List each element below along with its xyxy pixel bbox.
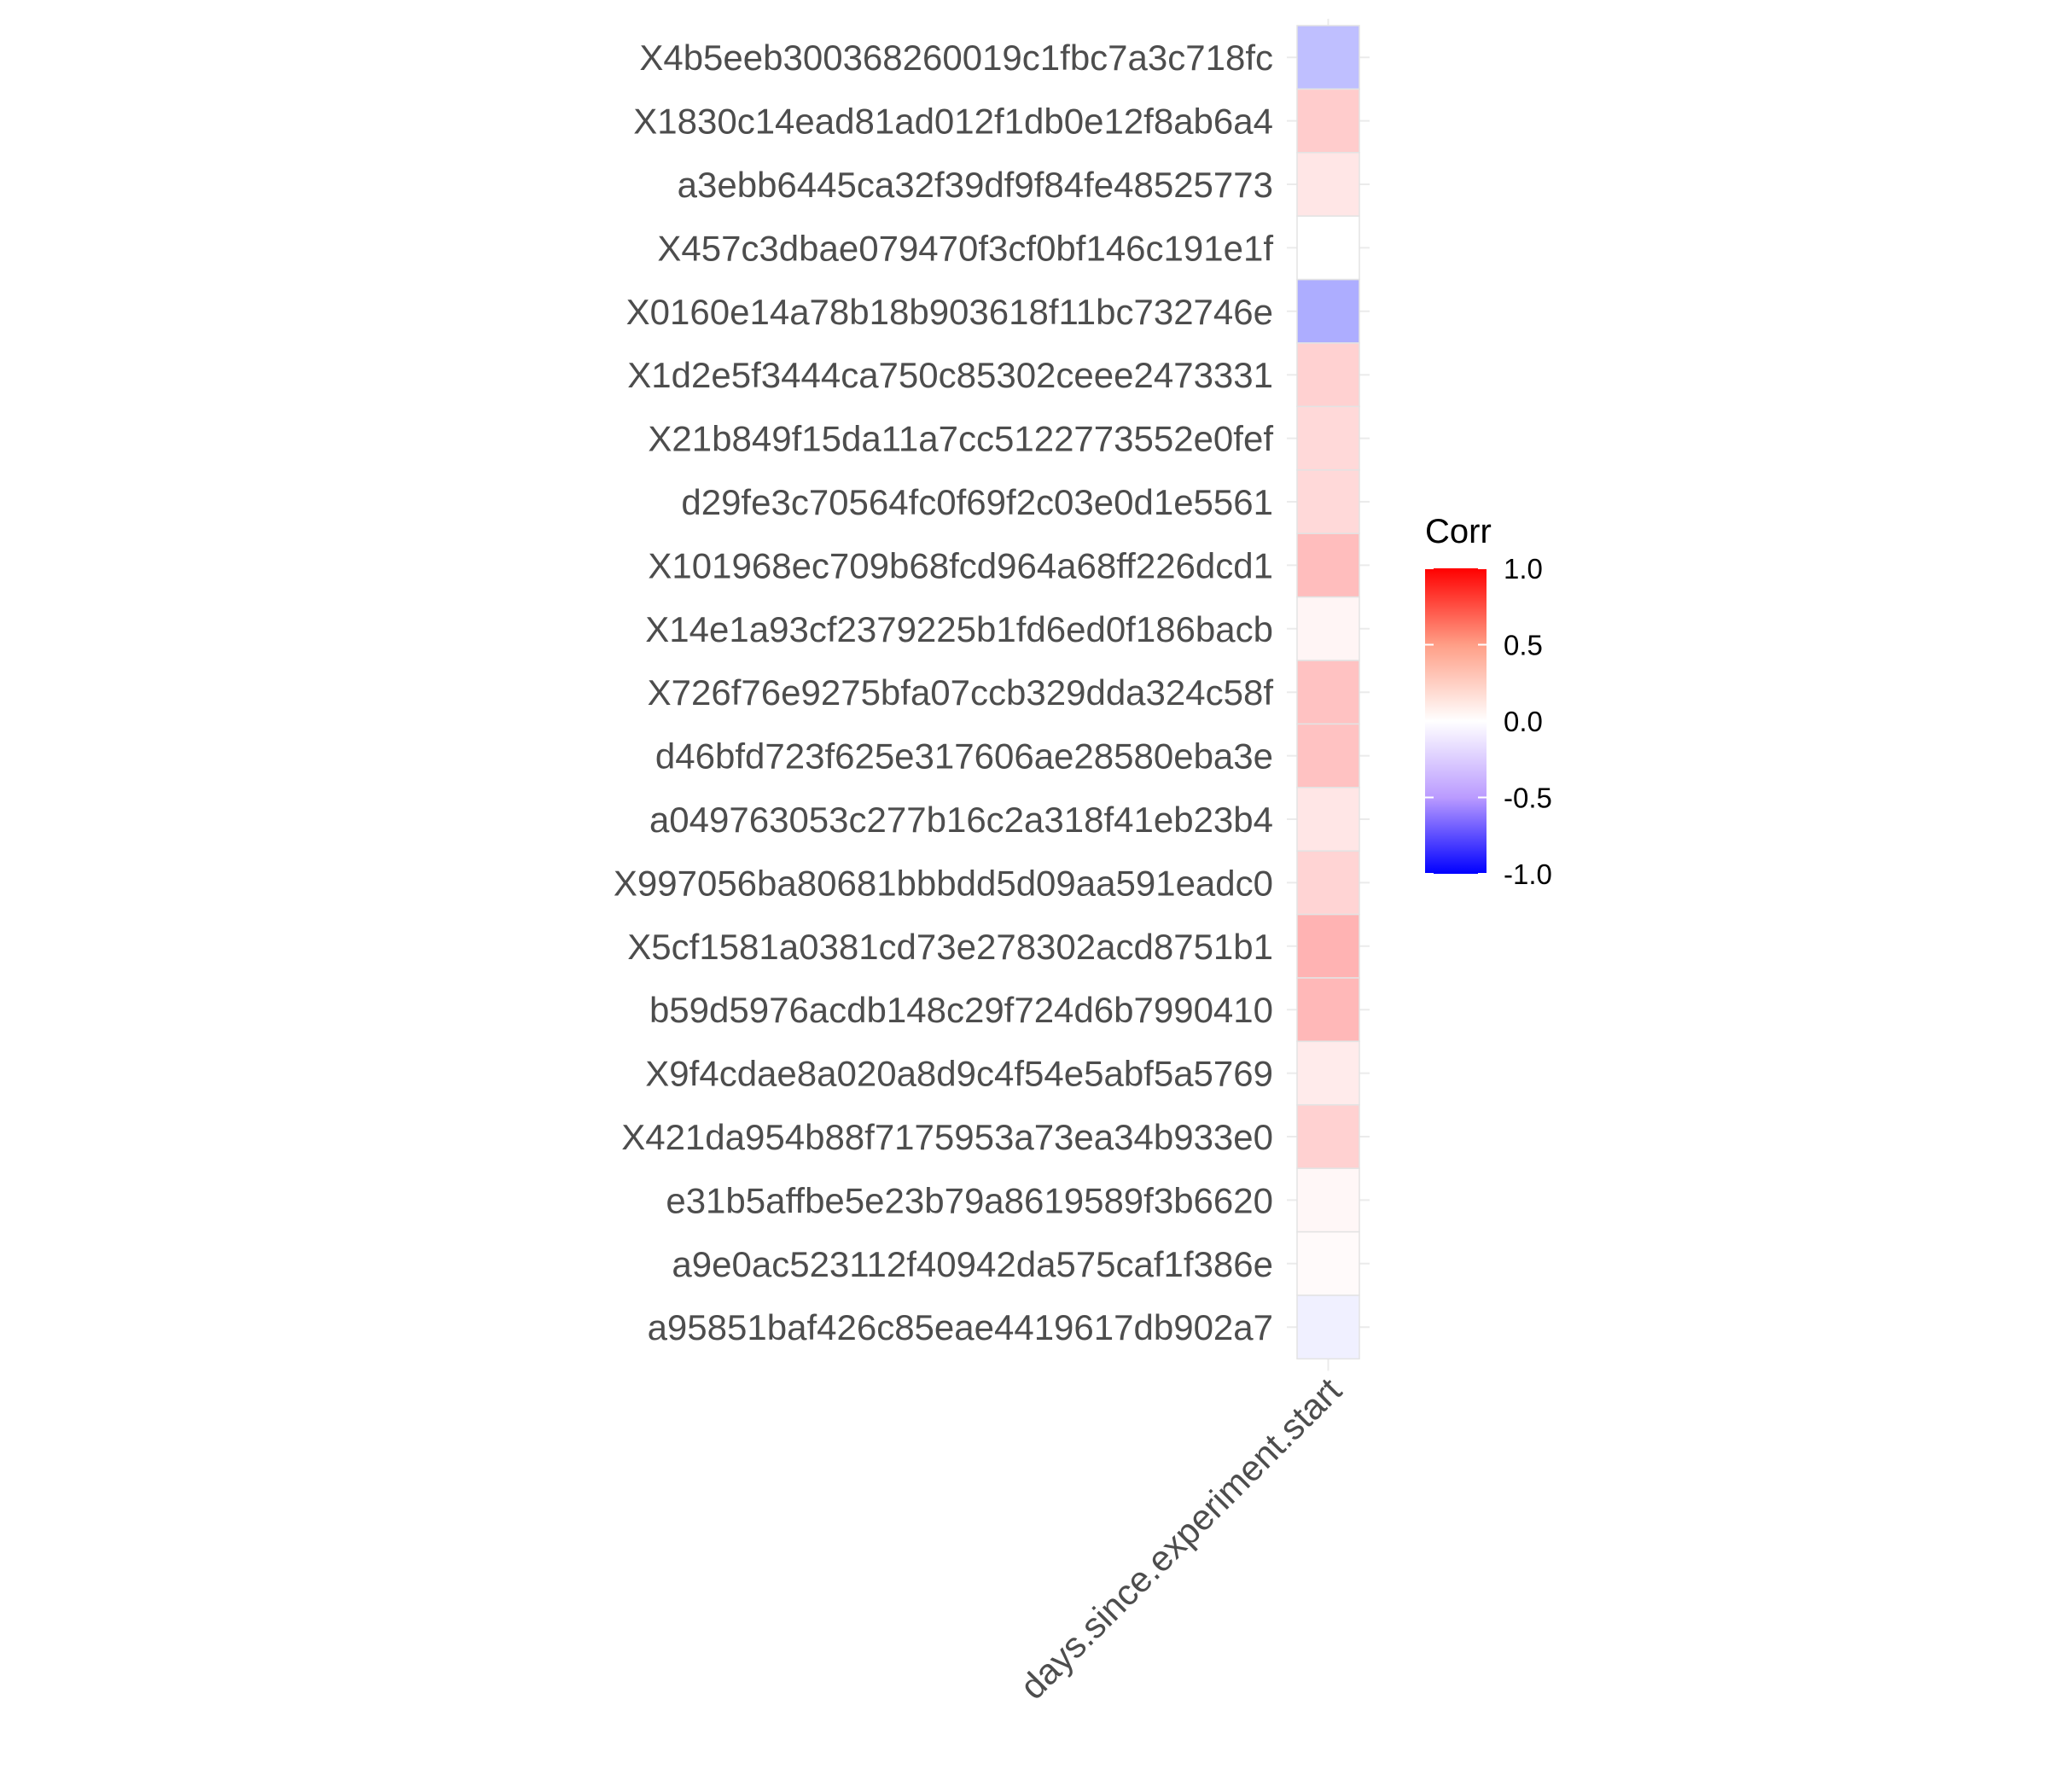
heatmap-tiles <box>1296 25 1360 1360</box>
heatmap-tile <box>1296 850 1360 916</box>
y-tick-label: X1830c14ead81ad012f1db0e12f8ab6a4 <box>633 102 1273 142</box>
y-tick-label: X5cf1581a0381cd73e278302acd8751b1 <box>627 927 1273 967</box>
y-tick-label: X726f76e9275bfa07ccb329dda324c58f <box>648 672 1274 713</box>
y-tick-label: a95851baf426c85eae4419617db902a7 <box>648 1307 1273 1347</box>
y-tick-label: a3ebb6445ca32f39df9f84fe48525773 <box>678 165 1273 205</box>
heatmap-tile <box>1296 342 1360 408</box>
y-tick-label: X21b849f15da11a7cc5122773552e0fef <box>648 419 1273 459</box>
heatmap-tile <box>1296 787 1360 852</box>
heatmap-tile <box>1296 723 1360 788</box>
legend-tick-label: 1.0 <box>1504 553 1543 585</box>
heatmap-tile <box>1296 660 1360 725</box>
y-tick-label: X457c3dbae079470f3cf0bf146c191e1f <box>657 228 1273 268</box>
legend-tick-label: -1.0 <box>1504 858 1552 890</box>
y-tick-label: X4b5eeb300368260019c1fbc7a3c718fc <box>639 38 1273 78</box>
y-tick-label: X1d2e5f3444ca750c85302ceee2473331 <box>627 355 1273 395</box>
y-tick-label: d29fe3c70564fc0f69f2c03e0d1e5561 <box>681 482 1273 522</box>
y-tick-label: X14e1a93cf2379225b1fd6ed0f186bacb <box>645 609 1273 649</box>
heatmap-tile <box>1296 88 1360 154</box>
heatmap-tile <box>1296 1040 1360 1106</box>
heatmap-tile <box>1296 977 1360 1043</box>
y-tick-label: e31b5affbe5e23b79a8619589f3b6620 <box>666 1180 1273 1220</box>
heatmap-tile <box>1296 25 1360 90</box>
heatmap-tile <box>1296 1167 1360 1233</box>
y-axis-tick-labels: X4b5eeb300368260019c1fbc7a3c718fc X1830c1… <box>614 38 1273 1347</box>
heatmap-tile <box>1296 152 1360 217</box>
heatmap-tile <box>1296 1231 1360 1296</box>
heatmap-tile <box>1296 405 1360 471</box>
x-tick-label: days.since.experiment.start <box>1012 1370 1349 1707</box>
legend-tick-label: -0.5 <box>1504 783 1552 814</box>
y-tick-label: b59d5976acdb148c29f724d6b7990410 <box>649 990 1273 1030</box>
y-tick-label: X101968ec709b68fcd964a68ff226dcd1 <box>648 545 1273 585</box>
y-tick-label: a9e0ac523112f40942da575caf1f386e <box>672 1244 1273 1284</box>
legend-ticks: 1.0 0.5 0.0 -0.5 -1.0 <box>1425 553 1552 890</box>
y-tick-label: X997056ba80681bbbdd5d09aa591eadc0 <box>614 863 1273 903</box>
heatmap-tile <box>1296 469 1360 534</box>
heatmap-tile <box>1296 532 1360 598</box>
heatmap-tile <box>1296 1295 1360 1360</box>
y-tick-label: X9f4cdae8a020a8d9c4f54e5abf5a5769 <box>645 1054 1273 1094</box>
heatmap-tile <box>1296 913 1360 979</box>
heatmap-tile <box>1296 278 1360 344</box>
heatmap-tile <box>1296 596 1360 661</box>
legend-title: Corr <box>1425 513 1492 550</box>
legend-tick-label: 0.5 <box>1504 630 1543 661</box>
legend-colorbar <box>1425 568 1487 874</box>
y-tick-label: a049763053c277b16c2a318f41eb23b4 <box>649 800 1273 840</box>
y-tick-label: X421da954b88f7175953a73ea34b933e0 <box>621 1117 1273 1157</box>
heatmap-tile <box>1296 215 1360 281</box>
heatmap-tile <box>1296 1104 1360 1169</box>
y-tick-label: d46bfd723f625e317606ae28580eba3e <box>655 736 1273 777</box>
y-tick-label: X0160e14a78b18b903618f11bc732746e <box>626 292 1273 332</box>
x-axis-tick-labels: days.since.experiment.start <box>1012 1370 1349 1707</box>
color-legend: Corr 1.0 0.5 0.0 -0.5 -1.0 <box>1425 513 1552 890</box>
legend-tick-label: 0.0 <box>1504 706 1543 737</box>
